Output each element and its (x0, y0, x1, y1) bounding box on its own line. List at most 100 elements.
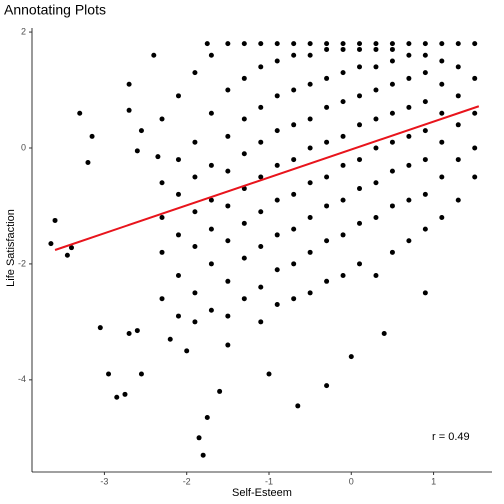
point (455, 41, 461, 47)
point (348, 354, 354, 360)
point (77, 110, 83, 116)
point (373, 180, 379, 186)
point (389, 203, 395, 209)
point (225, 168, 231, 174)
point (422, 41, 428, 47)
point (274, 93, 280, 99)
point (373, 116, 379, 122)
point (241, 220, 247, 226)
point (159, 249, 165, 255)
point (307, 52, 313, 58)
point (126, 81, 132, 87)
point (159, 180, 165, 186)
point (258, 64, 264, 70)
point (307, 81, 313, 87)
point (422, 226, 428, 232)
point (192, 139, 198, 145)
point (192, 174, 198, 180)
x-tick-label: 1 (431, 476, 436, 486)
point (422, 128, 428, 134)
point (295, 403, 301, 409)
point (85, 159, 91, 165)
point (200, 452, 206, 458)
point (258, 139, 264, 145)
x-tick-label: -2 (183, 476, 191, 486)
point (175, 93, 181, 99)
point (126, 107, 132, 113)
point (324, 383, 330, 389)
point (373, 273, 379, 279)
point (175, 313, 181, 319)
point (357, 261, 363, 267)
point (389, 139, 395, 145)
point (175, 232, 181, 238)
point (138, 128, 144, 134)
point (455, 197, 461, 203)
point (204, 415, 210, 421)
point (439, 41, 445, 47)
point (241, 296, 247, 302)
point (307, 180, 313, 186)
point (406, 133, 412, 139)
point (274, 267, 280, 273)
point (52, 217, 58, 223)
point (241, 41, 247, 47)
point (340, 197, 346, 203)
point (357, 93, 363, 99)
point (340, 99, 346, 105)
point (422, 99, 428, 105)
point (274, 301, 280, 307)
point (324, 139, 330, 145)
point (472, 41, 478, 47)
point (373, 87, 379, 93)
point (422, 191, 428, 197)
point (138, 371, 144, 377)
point (241, 116, 247, 122)
point (307, 41, 313, 47)
point (455, 93, 461, 99)
point (114, 394, 120, 400)
point (106, 371, 112, 377)
point (406, 104, 412, 110)
point (241, 75, 247, 81)
point (373, 145, 379, 151)
point (175, 273, 181, 279)
point (241, 255, 247, 261)
point (167, 336, 173, 342)
y-axis-title: Life Satisfaction (5, 209, 17, 287)
point (357, 186, 363, 192)
point (455, 122, 461, 128)
point (389, 249, 395, 255)
point (357, 41, 363, 47)
point (455, 64, 461, 70)
x-tick-label: -1 (265, 476, 273, 486)
point (225, 278, 231, 284)
point (225, 87, 231, 93)
point (324, 238, 330, 244)
annotation: r = 0.49 (432, 431, 470, 443)
point (192, 290, 198, 296)
point (307, 249, 313, 255)
point (192, 209, 198, 215)
point (274, 58, 280, 64)
point (291, 52, 297, 58)
point (422, 157, 428, 163)
point (258, 174, 264, 180)
point (208, 197, 214, 203)
point (274, 162, 280, 168)
point (340, 70, 346, 76)
x-axis-title: Self-Esteem (232, 487, 292, 499)
point (225, 342, 231, 348)
point (274, 232, 280, 238)
point (258, 104, 264, 110)
point (225, 133, 231, 139)
point (472, 110, 478, 116)
point (340, 133, 346, 139)
point (196, 435, 202, 441)
point (422, 52, 428, 58)
point (274, 41, 280, 47)
point (258, 284, 264, 290)
point (357, 64, 363, 70)
point (134, 148, 140, 154)
point (340, 162, 346, 168)
